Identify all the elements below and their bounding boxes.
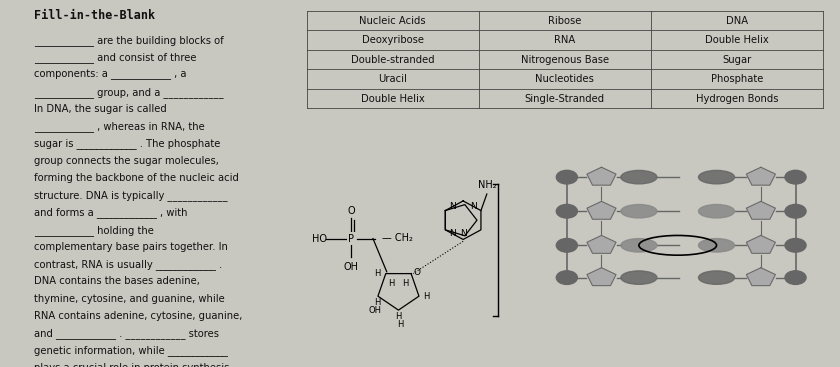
Polygon shape bbox=[587, 236, 616, 253]
Ellipse shape bbox=[621, 271, 657, 284]
Text: O: O bbox=[413, 268, 420, 277]
Text: P: P bbox=[349, 233, 354, 244]
Text: — CH₂: — CH₂ bbox=[381, 233, 412, 243]
Circle shape bbox=[785, 271, 806, 284]
Text: ____________ are the building blocks of: ____________ are the building blocks of bbox=[34, 35, 223, 46]
Circle shape bbox=[556, 204, 577, 218]
Text: ____________ holding the: ____________ holding the bbox=[34, 225, 154, 236]
Ellipse shape bbox=[621, 204, 657, 218]
Text: RNA: RNA bbox=[554, 35, 575, 45]
Text: NH₂: NH₂ bbox=[477, 181, 496, 190]
Text: Nucleotides: Nucleotides bbox=[535, 74, 595, 84]
Text: DNA contains the bases adenine,: DNA contains the bases adenine, bbox=[34, 276, 199, 286]
Text: sugar is ____________ . The phosphate: sugar is ____________ . The phosphate bbox=[34, 138, 220, 149]
Text: In DNA, the sugar is called: In DNA, the sugar is called bbox=[34, 104, 166, 114]
Polygon shape bbox=[747, 268, 775, 286]
Text: and ____________ . ____________ stores: and ____________ . ____________ stores bbox=[34, 328, 218, 339]
Text: H: H bbox=[375, 269, 381, 278]
Text: N: N bbox=[470, 202, 477, 211]
Polygon shape bbox=[587, 201, 616, 219]
Text: HO: HO bbox=[312, 233, 327, 244]
Text: Single-Stranded: Single-Stranded bbox=[525, 94, 605, 103]
Text: contrast, RNA is usually ____________ .: contrast, RNA is usually ____________ . bbox=[34, 259, 222, 270]
Text: O: O bbox=[348, 206, 355, 215]
Circle shape bbox=[785, 204, 806, 218]
Text: H: H bbox=[402, 279, 408, 288]
Polygon shape bbox=[747, 167, 775, 185]
Polygon shape bbox=[747, 236, 775, 253]
Text: H: H bbox=[374, 298, 381, 307]
Ellipse shape bbox=[699, 271, 734, 284]
Text: complementary base pairs together. In: complementary base pairs together. In bbox=[34, 242, 228, 252]
Polygon shape bbox=[587, 167, 616, 185]
Ellipse shape bbox=[699, 204, 734, 218]
Text: H: H bbox=[397, 320, 403, 329]
Text: Double Helix: Double Helix bbox=[706, 35, 769, 45]
Text: N: N bbox=[449, 229, 456, 239]
Ellipse shape bbox=[699, 170, 734, 184]
Text: thymine, cytosine, and guanine, while: thymine, cytosine, and guanine, while bbox=[34, 294, 224, 304]
Text: and forms a ____________ , with: and forms a ____________ , with bbox=[34, 207, 187, 218]
Text: Nitrogenous Base: Nitrogenous Base bbox=[521, 55, 609, 65]
Text: OH: OH bbox=[369, 306, 381, 315]
Polygon shape bbox=[587, 268, 616, 286]
Text: Ribose: Ribose bbox=[549, 16, 581, 26]
Text: Deoxyribose: Deoxyribose bbox=[362, 35, 423, 45]
Text: Hydrogen Bonds: Hydrogen Bonds bbox=[696, 94, 779, 103]
Circle shape bbox=[556, 170, 577, 184]
Circle shape bbox=[556, 239, 577, 252]
Text: structure. DNA is typically ____________: structure. DNA is typically ____________ bbox=[34, 190, 227, 201]
Text: H: H bbox=[388, 279, 395, 288]
Circle shape bbox=[785, 239, 806, 252]
Text: ____________ and consist of three: ____________ and consist of three bbox=[34, 52, 196, 63]
Text: group connects the sugar molecules,: group connects the sugar molecules, bbox=[34, 156, 218, 166]
Circle shape bbox=[556, 271, 577, 284]
Text: Sugar: Sugar bbox=[722, 55, 752, 65]
Polygon shape bbox=[747, 201, 775, 219]
Text: Nucleic Acids: Nucleic Acids bbox=[360, 16, 426, 26]
Text: N: N bbox=[449, 202, 456, 211]
Ellipse shape bbox=[621, 170, 657, 184]
Text: N: N bbox=[459, 229, 466, 239]
Text: Double Helix: Double Helix bbox=[361, 94, 424, 103]
Text: H: H bbox=[423, 292, 429, 301]
Ellipse shape bbox=[621, 239, 657, 252]
Text: components: a ____________ , a: components: a ____________ , a bbox=[34, 69, 186, 80]
Text: genetic information, while ____________: genetic information, while ____________ bbox=[34, 345, 228, 356]
Text: Fill-in-the-Blank: Fill-in-the-Blank bbox=[34, 9, 155, 22]
Text: plays a crucial role in protein synthesis.: plays a crucial role in protein synthesi… bbox=[34, 363, 232, 367]
Text: Double-stranded: Double-stranded bbox=[351, 55, 434, 65]
Text: Uracil: Uracil bbox=[378, 74, 407, 84]
Ellipse shape bbox=[699, 239, 734, 252]
Text: forming the backbone of the nucleic acid: forming the backbone of the nucleic acid bbox=[34, 173, 239, 183]
Text: H: H bbox=[396, 312, 402, 321]
Text: RNA contains adenine, cytosine, guanine,: RNA contains adenine, cytosine, guanine, bbox=[34, 311, 242, 321]
Text: DNA: DNA bbox=[726, 16, 748, 26]
Text: ____________ , whereas in RNA, the: ____________ , whereas in RNA, the bbox=[34, 121, 204, 132]
Text: ____________ group, and a ____________: ____________ group, and a ____________ bbox=[34, 87, 223, 98]
Circle shape bbox=[785, 170, 806, 184]
Text: Phosphate: Phosphate bbox=[711, 74, 764, 84]
Text: OH: OH bbox=[344, 262, 359, 272]
